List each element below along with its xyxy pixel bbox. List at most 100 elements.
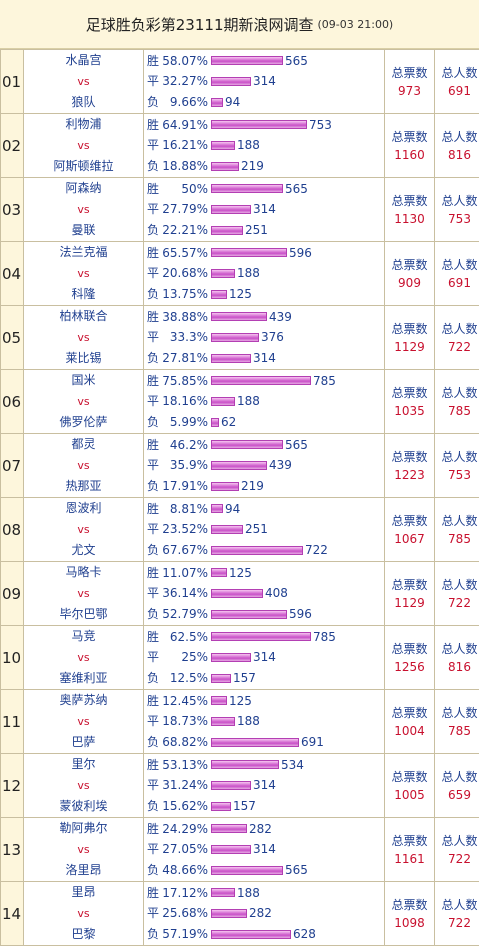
match-stats: 胜 17.12% 188 平 25.68% 282 负 57.19% 628: [144, 882, 385, 946]
home-team[interactable]: 马略卡: [24, 562, 143, 583]
vs-label: vs: [24, 647, 143, 668]
away-team[interactable]: 热那亚: [24, 476, 143, 497]
away-team[interactable]: 狼队: [24, 92, 143, 113]
match-number: 10: [1, 626, 24, 690]
lose-label: 负: [147, 604, 160, 625]
match-stats: 胜 64.91% 753 平 16.21% 188 负 18.88% 219: [144, 114, 385, 178]
total-people-value: 691: [435, 82, 479, 100]
total-votes-cell: 总票数 1035: [385, 370, 435, 434]
win-count: 439: [269, 307, 292, 328]
lose-percent: 48.66%: [160, 860, 211, 881]
draw-percent: 36.14%: [160, 583, 211, 604]
away-team[interactable]: 塞维利亚: [24, 668, 143, 689]
home-team[interactable]: 柏林联合: [24, 306, 143, 327]
away-team[interactable]: 蒙彼利埃: [24, 796, 143, 817]
total-people-label: 总人数: [435, 512, 479, 530]
win-line: 胜 17.12% 188: [147, 883, 384, 904]
match-stats: 胜 50% 565 平 27.79% 314 负 22.21% 251: [144, 178, 385, 242]
total-votes-label: 总票数: [385, 640, 434, 658]
total-votes-label: 总票数: [385, 384, 434, 402]
vs-label: vs: [24, 455, 143, 476]
vs-label: vs: [24, 839, 143, 860]
poll-timestamp: (09-03 21:00): [317, 18, 393, 31]
home-team[interactable]: 水晶宫: [24, 50, 143, 71]
draw-line: 平 35.9% 439: [147, 455, 384, 476]
away-team[interactable]: 洛里昂: [24, 860, 143, 881]
total-votes-value: 973: [385, 82, 434, 100]
lose-label: 负: [147, 540, 160, 561]
total-people-label: 总人数: [435, 256, 479, 274]
lose-percent: 12.5%: [160, 668, 211, 689]
total-people-cell: 总人数 722: [435, 562, 479, 626]
match-number: 03: [1, 178, 24, 242]
match-stats: 胜 8.81% 94 平 23.52% 251 负 67.67% 722: [144, 498, 385, 562]
match-number: 05: [1, 306, 24, 370]
win-line: 胜 75.85% 785: [147, 371, 384, 392]
away-team[interactable]: 巴黎: [24, 924, 143, 945]
home-team[interactable]: 法兰克福: [24, 242, 143, 263]
win-line: 胜 11.07% 125: [147, 563, 384, 584]
total-people-value: 691: [435, 274, 479, 292]
match-number: 14: [1, 882, 24, 946]
away-team[interactable]: 佛罗伦萨: [24, 412, 143, 433]
away-team[interactable]: 尤文: [24, 540, 143, 561]
lose-line: 负 57.19% 628: [147, 924, 384, 945]
win-label: 胜: [147, 371, 160, 392]
home-team[interactable]: 恩波利: [24, 498, 143, 519]
draw-bar: [211, 397, 235, 406]
home-team[interactable]: 国米: [24, 370, 143, 391]
home-team[interactable]: 里尔: [24, 754, 143, 775]
vs-label: vs: [24, 199, 143, 220]
away-team[interactable]: 阿斯顿维拉: [24, 156, 143, 177]
away-team[interactable]: 莱比锡: [24, 348, 143, 369]
home-team[interactable]: 利物浦: [24, 114, 143, 135]
draw-count: 251: [245, 519, 268, 540]
home-team[interactable]: 阿森纳: [24, 178, 143, 199]
draw-percent: 20.68%: [160, 263, 211, 284]
lose-percent: 17.91%: [160, 476, 211, 497]
home-team[interactable]: 马竞: [24, 626, 143, 647]
win-count: 125: [229, 691, 252, 712]
lose-line: 负 13.75% 125: [147, 284, 384, 305]
lose-percent: 9.66%: [160, 92, 211, 113]
win-percent: 12.45%: [160, 691, 211, 712]
lose-percent: 52.79%: [160, 604, 211, 625]
total-votes-cell: 总票数 909: [385, 242, 435, 306]
draw-line: 平 31.24% 314: [147, 775, 384, 796]
win-percent: 50%: [160, 179, 211, 200]
home-team[interactable]: 勒阿弗尔: [24, 818, 143, 839]
lose-count: 314: [253, 348, 276, 369]
lose-count: 94: [225, 92, 240, 113]
total-votes-value: 1160: [385, 146, 434, 164]
match-teams: 奥萨苏纳 vs 巴萨: [24, 690, 144, 754]
lose-label: 负: [147, 92, 160, 113]
home-team[interactable]: 都灵: [24, 434, 143, 455]
away-team[interactable]: 巴萨: [24, 732, 143, 753]
lose-line: 负 68.82% 691: [147, 732, 384, 753]
home-team[interactable]: 里昂: [24, 882, 143, 903]
win-count: 565: [285, 51, 308, 72]
win-percent: 38.88%: [160, 307, 211, 328]
draw-line: 平 33.3% 376: [147, 327, 384, 348]
draw-percent: 33.3%: [160, 327, 211, 348]
win-line: 胜 62.5% 785: [147, 627, 384, 648]
total-votes-value: 1223: [385, 466, 434, 484]
total-people-value: 785: [435, 530, 479, 548]
draw-label: 平: [147, 839, 160, 860]
away-team[interactable]: 毕尔巴鄂: [24, 604, 143, 625]
home-team[interactable]: 奥萨苏纳: [24, 690, 143, 711]
total-people-cell: 总人数 785: [435, 690, 479, 754]
away-team[interactable]: 科隆: [24, 284, 143, 305]
match-row: 02 利物浦 vs 阿斯顿维拉 胜 64.91% 753 平 16.21% 18…: [1, 114, 479, 178]
lose-bar: [211, 866, 283, 875]
draw-line: 平 27.05% 314: [147, 839, 384, 860]
draw-bar: [211, 141, 235, 150]
lose-bar: [211, 162, 239, 171]
win-count: 94: [225, 499, 240, 520]
lose-bar: [211, 738, 299, 747]
total-votes-label: 总票数: [385, 64, 434, 82]
away-team[interactable]: 曼联: [24, 220, 143, 241]
match-number: 13: [1, 818, 24, 882]
lose-label: 负: [147, 220, 160, 241]
lose-line: 负 9.66% 94: [147, 92, 384, 113]
